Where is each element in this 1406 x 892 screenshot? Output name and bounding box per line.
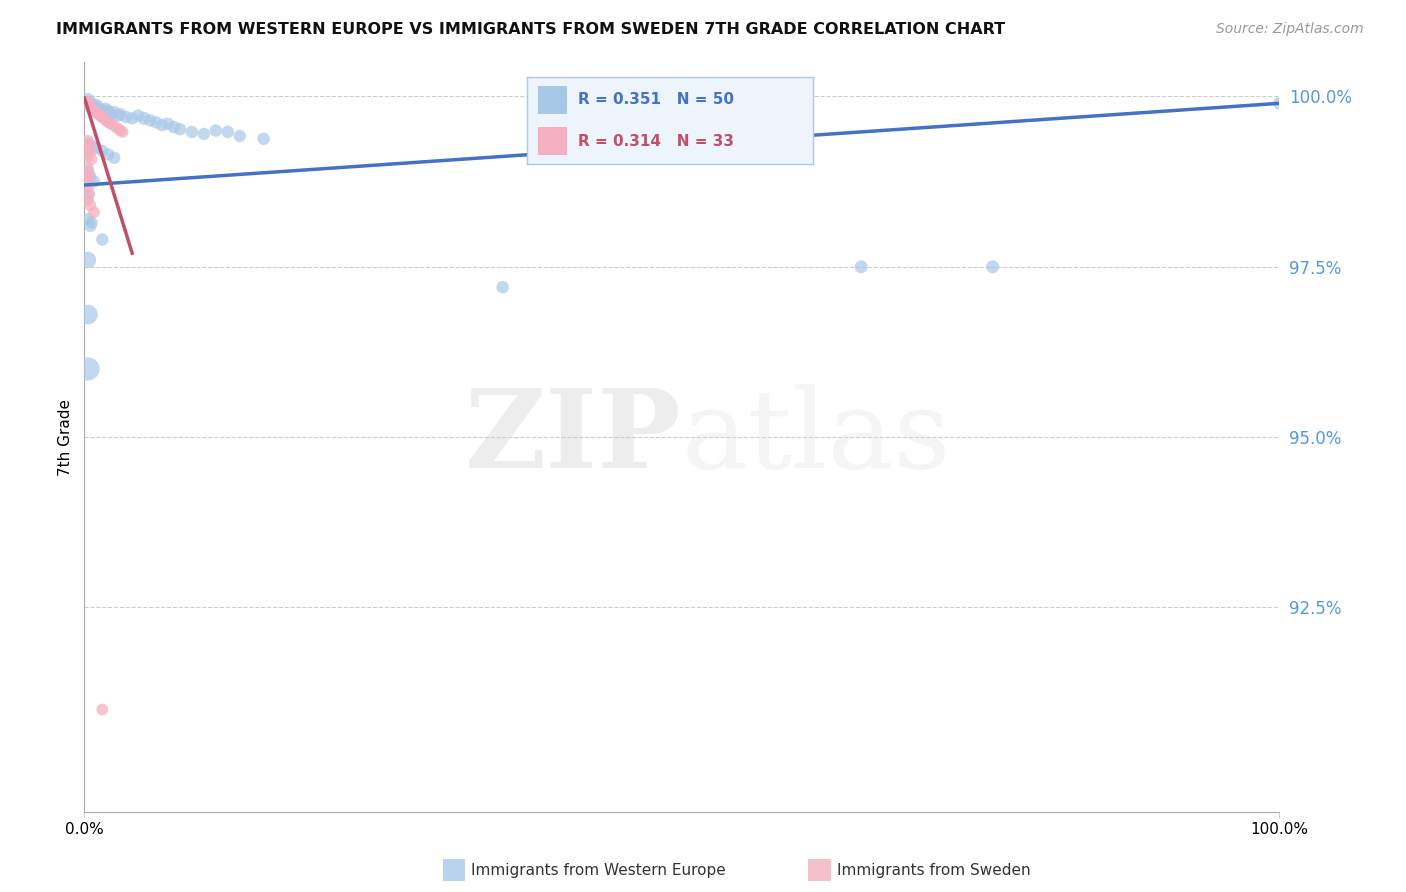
Text: Source: ZipAtlas.com: Source: ZipAtlas.com bbox=[1216, 22, 1364, 37]
Point bbox=[79, 219, 101, 233]
Text: IMMIGRANTS FROM WESTERN EUROPE VS IMMIGRANTS FROM SWEDEN 7TH GRADE CORRELATION C: IMMIGRANTS FROM WESTERN EUROPE VS IMMIGR… bbox=[56, 22, 1005, 37]
Point bbox=[79, 96, 101, 111]
Point bbox=[80, 138, 103, 153]
Point bbox=[103, 105, 125, 120]
Point bbox=[111, 125, 134, 139]
Point bbox=[79, 145, 101, 160]
Point bbox=[97, 115, 120, 129]
Point bbox=[121, 112, 143, 126]
Point bbox=[110, 123, 132, 137]
Point bbox=[91, 233, 114, 247]
Point bbox=[100, 106, 122, 120]
Point bbox=[77, 134, 100, 148]
Point bbox=[77, 97, 100, 112]
Point bbox=[163, 120, 186, 135]
Point bbox=[851, 260, 873, 274]
Point bbox=[89, 109, 111, 123]
Point bbox=[80, 101, 103, 115]
Point bbox=[97, 147, 120, 161]
Point bbox=[87, 101, 110, 115]
Point bbox=[77, 95, 100, 109]
Point bbox=[107, 121, 129, 136]
Point bbox=[77, 212, 100, 227]
Point bbox=[77, 308, 100, 322]
Point bbox=[86, 140, 108, 154]
Point bbox=[77, 149, 100, 163]
Point bbox=[181, 125, 204, 139]
Point bbox=[229, 128, 252, 143]
Point bbox=[83, 100, 105, 114]
Point bbox=[77, 362, 100, 376]
Point bbox=[87, 107, 110, 121]
Point bbox=[91, 144, 114, 158]
Point bbox=[77, 164, 100, 178]
Point bbox=[107, 109, 129, 123]
Text: atlas: atlas bbox=[682, 384, 952, 491]
Point bbox=[79, 198, 101, 212]
Point bbox=[94, 102, 117, 116]
Point bbox=[77, 252, 100, 267]
Point bbox=[77, 161, 100, 175]
Point bbox=[83, 104, 105, 119]
Point bbox=[110, 107, 132, 121]
Point bbox=[86, 98, 108, 112]
Text: ZIP: ZIP bbox=[465, 384, 682, 491]
Text: Immigrants from Sweden: Immigrants from Sweden bbox=[837, 863, 1031, 878]
Point bbox=[83, 175, 105, 189]
Point bbox=[103, 119, 125, 133]
Point bbox=[77, 168, 100, 182]
Point bbox=[77, 137, 100, 152]
Point bbox=[86, 106, 108, 120]
Point bbox=[139, 113, 162, 128]
Point bbox=[80, 215, 103, 229]
Point bbox=[981, 260, 1004, 274]
Point bbox=[79, 169, 101, 184]
Point bbox=[97, 104, 120, 119]
Point bbox=[205, 123, 228, 137]
Point bbox=[80, 152, 103, 166]
Point bbox=[77, 93, 100, 107]
Point bbox=[91, 702, 114, 716]
Y-axis label: 7th Grade: 7th Grade bbox=[58, 399, 73, 475]
Point bbox=[77, 137, 100, 152]
Point bbox=[77, 179, 100, 194]
Point bbox=[91, 103, 114, 117]
Point bbox=[91, 110, 114, 124]
Point bbox=[145, 115, 167, 129]
Point bbox=[77, 193, 100, 207]
Point bbox=[169, 122, 191, 136]
Point bbox=[253, 132, 276, 146]
Point bbox=[82, 97, 104, 112]
Point bbox=[77, 188, 100, 202]
Point bbox=[103, 151, 125, 165]
Point bbox=[157, 117, 180, 131]
Point bbox=[193, 127, 215, 141]
Point bbox=[217, 125, 239, 139]
Point bbox=[77, 186, 100, 201]
Point bbox=[82, 103, 104, 117]
Point bbox=[77, 172, 100, 186]
Point bbox=[132, 112, 156, 126]
Point bbox=[1268, 96, 1291, 111]
Point bbox=[83, 205, 105, 219]
Point bbox=[100, 117, 122, 131]
Point bbox=[79, 100, 101, 114]
Point bbox=[77, 143, 100, 157]
Point bbox=[115, 110, 138, 124]
Text: Immigrants from Western Europe: Immigrants from Western Europe bbox=[471, 863, 725, 878]
Point bbox=[94, 113, 117, 128]
Point bbox=[93, 112, 115, 126]
Point bbox=[150, 118, 173, 132]
Point bbox=[127, 109, 149, 123]
Point bbox=[492, 280, 515, 294]
